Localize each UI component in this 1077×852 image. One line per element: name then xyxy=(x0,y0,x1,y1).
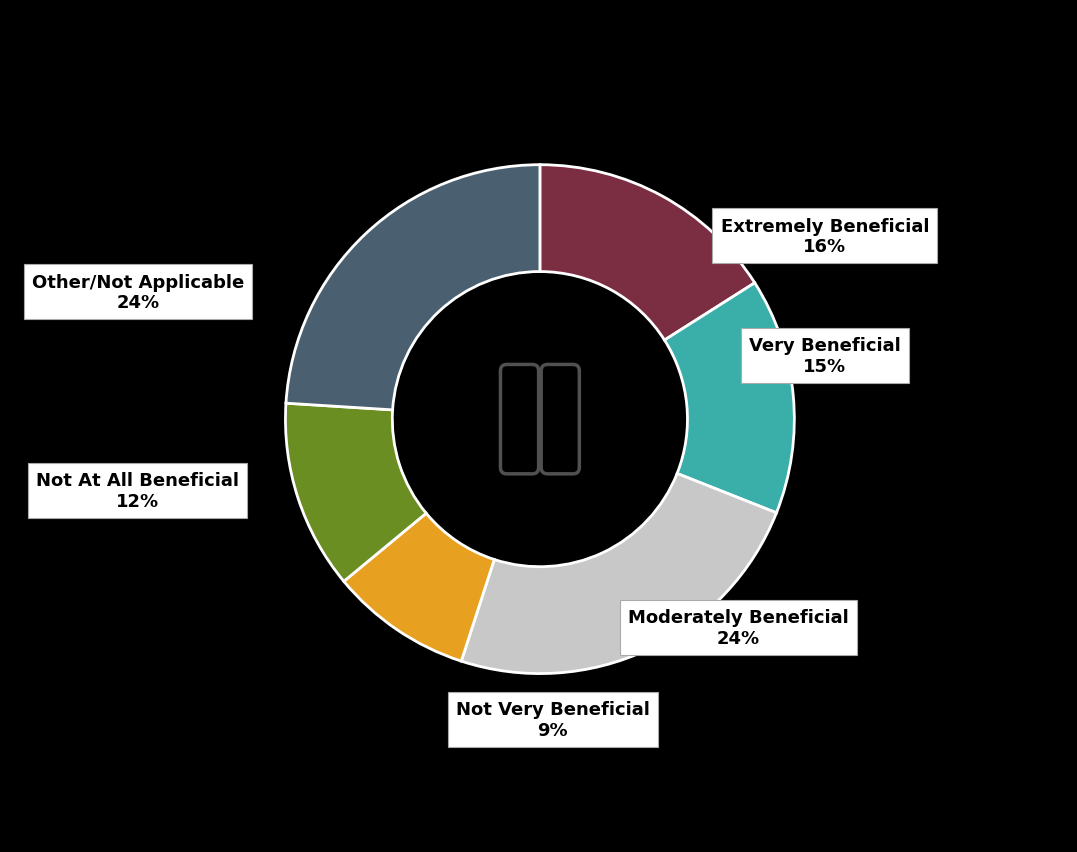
Wedge shape xyxy=(286,165,540,411)
Text: Not At All Beneficial
12%: Not At All Beneficial 12% xyxy=(37,471,239,510)
Text: Other/Not Applicable
24%: Other/Not Applicable 24% xyxy=(31,273,244,312)
Text: Extremely Beneficial
16%: Extremely Beneficial 16% xyxy=(721,217,929,256)
Wedge shape xyxy=(461,474,777,674)
Wedge shape xyxy=(665,284,795,513)
FancyBboxPatch shape xyxy=(501,365,538,475)
Wedge shape xyxy=(344,514,494,661)
Text: Moderately Beneficial
24%: Moderately Beneficial 24% xyxy=(628,608,849,648)
Text: Not Very Beneficial
9%: Not Very Beneficial 9% xyxy=(456,700,649,739)
Wedge shape xyxy=(285,404,426,582)
Wedge shape xyxy=(540,165,755,341)
FancyBboxPatch shape xyxy=(541,365,579,475)
Text: Very Beneficial
15%: Very Beneficial 15% xyxy=(749,337,900,376)
